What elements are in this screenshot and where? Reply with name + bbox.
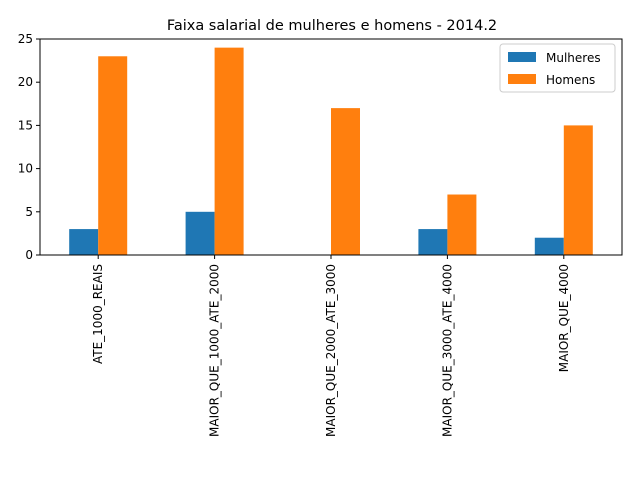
legend: Mulheres Homens xyxy=(499,43,616,93)
y-tick-label: 0 xyxy=(25,248,33,262)
bar-homens-3 xyxy=(331,108,360,256)
y-tick-label: 25 xyxy=(18,32,33,46)
bar-homens-2 xyxy=(214,47,244,255)
y-tick-label: 10 xyxy=(18,162,33,176)
x-tick-label: MAIOR_QUE_1000_ATE_2000 xyxy=(208,264,222,437)
y-tick-label: 5 xyxy=(25,205,33,219)
legend-swatch-homens xyxy=(508,74,536,84)
bar-mulheres-5 xyxy=(534,237,564,255)
bar-mulheres-1 xyxy=(69,229,99,255)
x-tick-label: MAIOR_QUE_4000 xyxy=(557,264,571,372)
bars-group xyxy=(69,47,593,256)
legend-swatch-mulheres xyxy=(508,52,536,62)
bar-mulheres-4 xyxy=(418,229,448,255)
legend-label-mulheres: Mulheres xyxy=(546,51,601,65)
bar-homens-1 xyxy=(98,56,128,255)
x-tick-label: MAIOR_QUE_2000_ATE_3000 xyxy=(324,264,338,437)
y-tick-label: 15 xyxy=(18,118,33,132)
axes-group: 0 5 10 15 20 25 ATE_1000_REAIS MAIOR_QUE_1000_A… xyxy=(18,32,623,437)
bar-homens-4 xyxy=(447,194,477,255)
bar-mulheres-2 xyxy=(185,211,215,255)
x-tick-label: ATE_1000_REAIS xyxy=(91,264,105,364)
chart-title: Faixa salarial de mulheres e homens - 20… xyxy=(167,18,497,34)
legend-label-homens: Homens xyxy=(546,73,595,87)
x-tick-label: MAIOR_QUE_3000_ATE_4000 xyxy=(440,264,454,437)
y-tick-label: 20 xyxy=(18,75,33,89)
bar-homens-5 xyxy=(563,125,593,256)
